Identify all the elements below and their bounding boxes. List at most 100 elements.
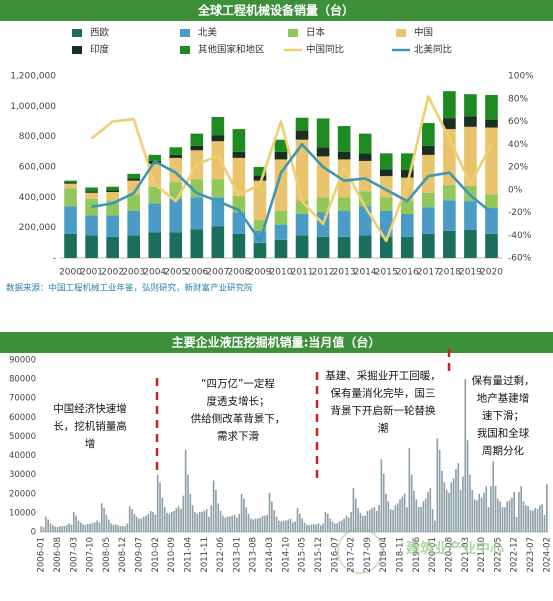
bar-segment <box>485 194 498 208</box>
annotation: “四万亿”一定程 <box>201 377 275 390</box>
bar-segment <box>106 236 119 258</box>
bar <box>196 513 199 532</box>
x-tick-label: 2018-11 <box>396 537 406 573</box>
bar <box>310 524 313 532</box>
bar-segment <box>422 233 435 258</box>
bar <box>133 513 136 532</box>
bar-segment <box>379 153 393 170</box>
legend-label: 其他国家和地区 <box>198 44 265 56</box>
bar <box>42 527 45 532</box>
x-tick-label: 2012-06 <box>216 537 226 573</box>
bar-segment <box>400 214 414 237</box>
bar-segment <box>190 229 204 258</box>
x-tick-label: 2011-04 <box>183 537 193 573</box>
bar <box>366 510 369 532</box>
bar <box>441 470 443 532</box>
x-tick-label: 2018 <box>438 268 461 278</box>
bar <box>126 523 129 532</box>
bar <box>396 503 399 532</box>
bar <box>347 517 350 532</box>
bar <box>354 498 357 532</box>
bar <box>236 517 238 532</box>
bar <box>515 516 518 532</box>
bar <box>45 516 47 532</box>
bar-segment <box>485 233 498 258</box>
bar-segment <box>148 232 162 258</box>
x-tick-label: 2022-12 <box>510 537 520 573</box>
x-tick-label: 2006-01 <box>37 537 47 573</box>
bar <box>539 505 541 532</box>
bar <box>457 463 460 532</box>
bar <box>77 520 80 532</box>
x-tick-label: 2017-09 <box>363 537 373 573</box>
bar-segment <box>337 197 351 211</box>
bar <box>466 440 469 532</box>
bar-segment <box>106 190 119 193</box>
x-tick-label: 2005 <box>164 268 187 278</box>
source: 数据来源：中国工程机械工业年鉴，弘则研究，新财富产业研究院 <box>6 283 253 294</box>
x-tick-label: 2017 <box>417 268 440 278</box>
x-tick-label: 2001 <box>80 268 103 278</box>
bar <box>424 498 427 532</box>
bar <box>541 504 543 532</box>
bar <box>296 508 299 532</box>
bar <box>371 508 373 532</box>
bar-segment <box>274 210 288 225</box>
bar <box>114 524 117 532</box>
bar <box>89 523 91 532</box>
bar <box>406 507 408 532</box>
bar-segment <box>379 197 393 211</box>
bar-segment <box>232 233 246 258</box>
x-tick-label: 2010-02 <box>151 537 161 573</box>
bar <box>271 501 273 532</box>
x-tick-label: 2015-12 <box>314 537 324 573</box>
bar <box>485 486 488 532</box>
bar-segment <box>422 192 435 208</box>
bar <box>282 520 285 532</box>
bar <box>350 511 352 532</box>
bar <box>403 493 406 532</box>
bar <box>340 520 343 532</box>
bar <box>476 500 478 532</box>
bar <box>180 509 182 532</box>
bar-segment <box>274 159 288 211</box>
bar <box>98 522 101 532</box>
bar <box>420 507 422 532</box>
bar <box>415 499 418 532</box>
x-tick-label: 2013-01 <box>232 537 242 573</box>
bar-segment <box>127 178 140 181</box>
bar-segment <box>295 214 309 236</box>
bar <box>117 525 119 532</box>
bar-segment <box>358 153 372 161</box>
bar <box>68 523 70 532</box>
line <box>91 143 493 243</box>
bar-segment <box>358 160 372 192</box>
bar-segment <box>443 91 456 119</box>
bar <box>504 507 506 532</box>
y-tick-label: 40000 <box>9 451 36 461</box>
bar <box>392 510 394 532</box>
x-tick-label: 2002 <box>101 268 124 278</box>
x-tick-label: 2014-03 <box>265 537 275 573</box>
bar <box>70 524 73 532</box>
x-tick-label: 2008-05 <box>102 537 112 573</box>
bar <box>278 520 280 532</box>
annotation: 中国经济快速增 <box>53 402 127 415</box>
bar-segment <box>85 198 98 216</box>
y-tick-label: 30000 <box>9 470 36 480</box>
bar <box>506 501 509 532</box>
bar <box>312 524 315 532</box>
bar <box>166 512 168 532</box>
bar <box>429 488 432 532</box>
bar <box>110 523 112 532</box>
bar-segment <box>379 236 393 258</box>
bar <box>163 507 166 532</box>
bar <box>63 525 66 532</box>
bar-segment <box>64 188 77 207</box>
x-tick-label: 2021-10 <box>477 537 487 573</box>
bar <box>203 510 206 532</box>
x-tick-label: 2010-09 <box>167 537 177 573</box>
bar <box>173 510 175 532</box>
bar-segment <box>274 239 288 258</box>
bar-segment <box>400 236 414 258</box>
